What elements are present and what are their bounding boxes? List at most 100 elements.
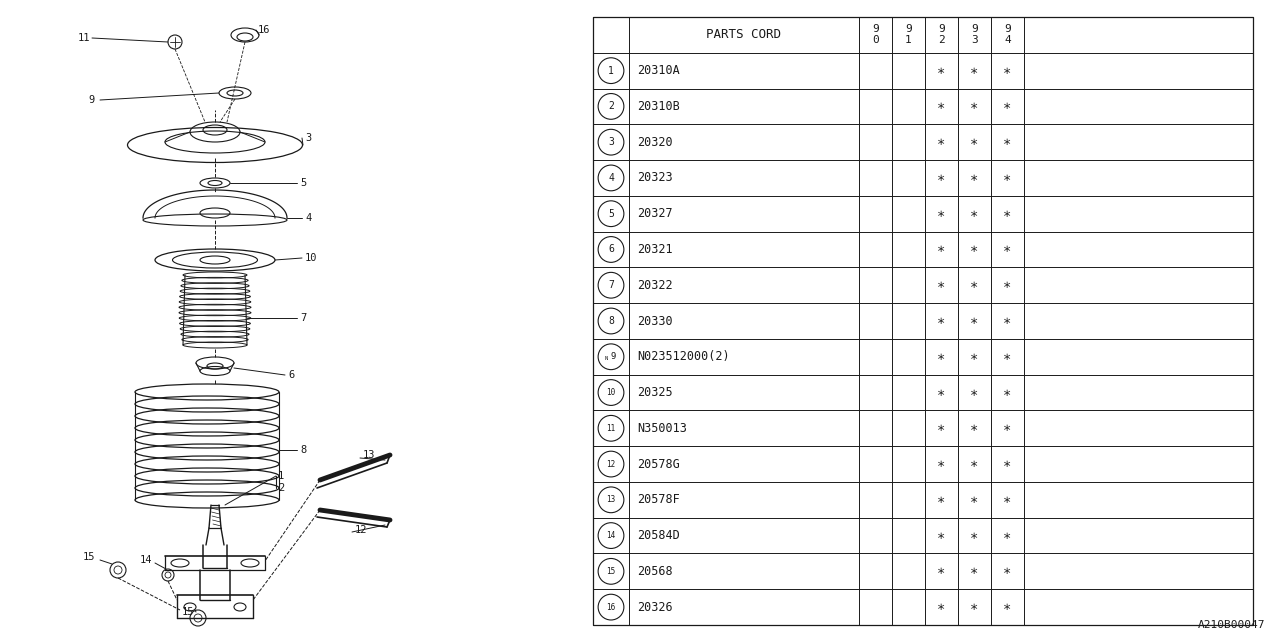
Text: 9
2: 9 2 — [938, 24, 945, 45]
Text: 20323: 20323 — [637, 172, 672, 184]
Text: 20330: 20330 — [637, 314, 672, 328]
Text: 15: 15 — [83, 552, 96, 562]
Text: 9
3: 9 3 — [972, 24, 978, 45]
Text: ∗: ∗ — [970, 99, 979, 113]
Text: 7: 7 — [300, 313, 306, 323]
Text: N350013: N350013 — [637, 422, 687, 435]
Text: N023512000(2): N023512000(2) — [637, 350, 730, 364]
Text: ∗: ∗ — [1004, 421, 1011, 435]
Text: ∗: ∗ — [937, 529, 946, 543]
Text: 13: 13 — [607, 495, 616, 504]
Text: ∗: ∗ — [1004, 564, 1011, 579]
Text: ∗: ∗ — [1004, 99, 1011, 113]
Text: 15: 15 — [607, 567, 616, 576]
Text: ∗: ∗ — [970, 243, 979, 257]
Text: 5: 5 — [608, 209, 614, 219]
Text: ∗: ∗ — [970, 135, 979, 149]
Text: ∗: ∗ — [937, 171, 946, 185]
Text: ∗: ∗ — [937, 350, 946, 364]
Text: 10: 10 — [305, 253, 317, 263]
Text: ∗: ∗ — [1004, 135, 1011, 149]
Text: 2: 2 — [608, 101, 614, 111]
Text: 9: 9 — [611, 352, 616, 361]
Text: 20310A: 20310A — [637, 64, 680, 77]
Text: 6: 6 — [288, 370, 294, 380]
Text: 4: 4 — [608, 173, 614, 183]
Text: ∗: ∗ — [937, 600, 946, 614]
Text: ∗: ∗ — [970, 421, 979, 435]
Text: ∗: ∗ — [970, 457, 979, 471]
Text: N: N — [604, 356, 608, 361]
Text: ∗: ∗ — [970, 350, 979, 364]
Text: ∗: ∗ — [937, 314, 946, 328]
Text: ∗: ∗ — [1004, 385, 1011, 399]
Text: 3: 3 — [305, 133, 311, 143]
Text: ∗: ∗ — [937, 278, 946, 292]
Text: 4: 4 — [305, 213, 311, 223]
Text: 13: 13 — [364, 450, 375, 460]
Text: ∗: ∗ — [970, 171, 979, 185]
Text: A210B00047: A210B00047 — [1198, 620, 1265, 630]
Text: 20320: 20320 — [637, 136, 672, 148]
Text: 5: 5 — [300, 178, 306, 188]
Text: 9
1: 9 1 — [905, 24, 911, 45]
Text: 20326: 20326 — [637, 600, 672, 614]
Text: ∗: ∗ — [1004, 529, 1011, 543]
Text: 1: 1 — [608, 66, 614, 76]
Text: ∗: ∗ — [1004, 600, 1011, 614]
Text: 20325: 20325 — [637, 386, 672, 399]
Text: 15: 15 — [182, 607, 195, 617]
Text: ∗: ∗ — [1004, 350, 1011, 364]
Text: 8: 8 — [300, 445, 306, 455]
Text: ∗: ∗ — [937, 63, 946, 77]
Text: 9: 9 — [88, 95, 95, 105]
Text: ∗: ∗ — [937, 385, 946, 399]
Text: ∗: ∗ — [1004, 457, 1011, 471]
Text: 20568: 20568 — [637, 565, 672, 578]
Text: ∗: ∗ — [970, 63, 979, 77]
Text: ∗: ∗ — [937, 99, 946, 113]
Text: ∗: ∗ — [970, 207, 979, 221]
Text: 16: 16 — [259, 25, 270, 35]
Text: ∗: ∗ — [937, 457, 946, 471]
Text: 14: 14 — [607, 531, 616, 540]
Text: ∗: ∗ — [1004, 493, 1011, 507]
Bar — [593, 17, 1253, 625]
Text: ∗: ∗ — [937, 421, 946, 435]
Text: 20321: 20321 — [637, 243, 672, 256]
Text: 7: 7 — [608, 280, 614, 290]
Text: 12: 12 — [355, 525, 367, 535]
Text: ∗: ∗ — [970, 278, 979, 292]
Text: 8: 8 — [608, 316, 614, 326]
Text: 20322: 20322 — [637, 279, 672, 292]
Text: 3: 3 — [608, 137, 614, 147]
Text: ∗: ∗ — [970, 529, 979, 543]
Text: ∗: ∗ — [1004, 171, 1011, 185]
Text: 9
4: 9 4 — [1004, 24, 1011, 45]
Text: 20578G: 20578G — [637, 458, 680, 470]
Text: ∗: ∗ — [970, 564, 979, 579]
Text: 12: 12 — [607, 460, 616, 468]
Text: 20584D: 20584D — [637, 529, 680, 542]
Text: 11: 11 — [78, 33, 91, 43]
Text: ∗: ∗ — [937, 135, 946, 149]
Text: ∗: ∗ — [1004, 63, 1011, 77]
Text: ∗: ∗ — [970, 314, 979, 328]
Text: 10: 10 — [607, 388, 616, 397]
Text: 20310B: 20310B — [637, 100, 680, 113]
Text: 2: 2 — [278, 483, 284, 493]
Text: ∗: ∗ — [970, 600, 979, 614]
Text: 6: 6 — [608, 244, 614, 255]
Text: 20578F: 20578F — [637, 493, 680, 506]
Text: 9
0: 9 0 — [872, 24, 879, 45]
Text: ∗: ∗ — [937, 243, 946, 257]
Text: ∗: ∗ — [1004, 314, 1011, 328]
Text: ∗: ∗ — [937, 564, 946, 579]
Text: ∗: ∗ — [970, 385, 979, 399]
Text: PARTS CORD: PARTS CORD — [707, 28, 782, 42]
Text: ∗: ∗ — [937, 493, 946, 507]
Text: ∗: ∗ — [1004, 207, 1011, 221]
Text: 1: 1 — [278, 471, 284, 481]
Text: ∗: ∗ — [937, 207, 946, 221]
Text: 16: 16 — [607, 603, 616, 612]
